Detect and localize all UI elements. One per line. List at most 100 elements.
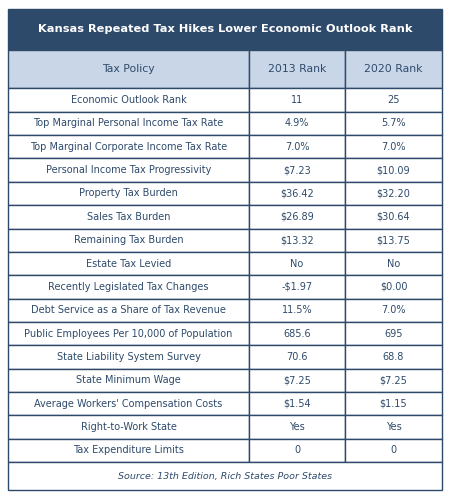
Text: Top Marginal Personal Income Tax Rate: Top Marginal Personal Income Tax Rate — [33, 118, 224, 128]
Text: 5.7%: 5.7% — [381, 118, 406, 128]
Text: Personal Income Tax Progressivity: Personal Income Tax Progressivity — [46, 165, 211, 175]
Text: State Minimum Wage: State Minimum Wage — [76, 375, 181, 385]
Text: Property Tax Burden: Property Tax Burden — [79, 189, 178, 199]
Text: $36.42: $36.42 — [280, 189, 314, 199]
Bar — [345, 439, 442, 462]
Bar — [345, 275, 442, 298]
Bar — [249, 275, 345, 298]
Text: $13.75: $13.75 — [377, 235, 410, 245]
Text: 2013 Rank: 2013 Rank — [268, 64, 326, 74]
Text: 70.6: 70.6 — [286, 352, 308, 362]
Bar — [249, 182, 345, 205]
Text: $7.25: $7.25 — [380, 375, 407, 385]
Bar — [345, 415, 442, 439]
Bar — [249, 50, 345, 88]
Bar — [249, 205, 345, 229]
Bar — [345, 88, 442, 112]
Bar — [345, 298, 442, 322]
Text: $30.64: $30.64 — [377, 212, 410, 222]
Text: Estate Tax Levied: Estate Tax Levied — [86, 258, 171, 268]
Text: $13.32: $13.32 — [280, 235, 314, 245]
Bar — [8, 345, 249, 369]
Text: Tax Policy: Tax Policy — [102, 64, 155, 74]
Text: No: No — [290, 258, 304, 268]
Bar — [249, 88, 345, 112]
Bar — [8, 112, 249, 135]
Bar — [8, 135, 249, 159]
Text: Tax Expenditure Limits: Tax Expenditure Limits — [73, 446, 184, 456]
Text: 0: 0 — [391, 446, 396, 456]
Text: Public Employees Per 10,000 of Population: Public Employees Per 10,000 of Populatio… — [24, 329, 233, 339]
Bar — [249, 439, 345, 462]
Bar — [8, 298, 249, 322]
Bar — [8, 182, 249, 205]
Text: -$1.97: -$1.97 — [281, 282, 313, 292]
Bar — [345, 252, 442, 275]
Text: Remaining Tax Burden: Remaining Tax Burden — [74, 235, 183, 245]
Text: $32.20: $32.20 — [377, 189, 410, 199]
Bar — [249, 298, 345, 322]
Bar — [345, 112, 442, 135]
Text: 0: 0 — [294, 446, 300, 456]
Text: $10.09: $10.09 — [377, 165, 410, 175]
Bar — [249, 415, 345, 439]
Bar — [8, 369, 249, 392]
Bar — [345, 159, 442, 182]
Text: 25: 25 — [387, 95, 400, 105]
Bar — [249, 252, 345, 275]
Text: Economic Outlook Rank: Economic Outlook Rank — [71, 95, 186, 105]
Text: 4.9%: 4.9% — [285, 118, 309, 128]
Text: $7.25: $7.25 — [283, 375, 311, 385]
Bar — [345, 229, 442, 252]
Bar — [249, 392, 345, 415]
Bar — [345, 369, 442, 392]
Bar — [8, 229, 249, 252]
Text: $26.89: $26.89 — [280, 212, 314, 222]
Bar — [345, 135, 442, 159]
Text: 11: 11 — [291, 95, 303, 105]
Text: 68.8: 68.8 — [383, 352, 404, 362]
Bar — [8, 439, 249, 462]
Text: 7.0%: 7.0% — [381, 305, 406, 315]
Bar — [8, 252, 249, 275]
Bar — [345, 182, 442, 205]
Text: Sales Tax Burden: Sales Tax Burden — [87, 212, 170, 222]
Bar — [8, 159, 249, 182]
Bar — [249, 112, 345, 135]
Text: 7.0%: 7.0% — [381, 142, 406, 152]
Bar — [8, 9, 442, 50]
Bar — [345, 392, 442, 415]
Bar — [249, 159, 345, 182]
Bar — [8, 205, 249, 229]
Text: 695: 695 — [384, 329, 403, 339]
Text: $1.54: $1.54 — [283, 399, 311, 409]
Text: Top Marginal Corporate Income Tax Rate: Top Marginal Corporate Income Tax Rate — [30, 142, 227, 152]
Bar — [249, 135, 345, 159]
Bar — [8, 275, 249, 298]
Text: Yes: Yes — [386, 422, 401, 432]
Bar — [249, 369, 345, 392]
Text: Debt Service as a Share of Tax Revenue: Debt Service as a Share of Tax Revenue — [31, 305, 226, 315]
Text: Source: 13th Edition, Rich States Poor States: Source: 13th Edition, Rich States Poor S… — [118, 472, 332, 481]
Text: Right-to-Work State: Right-to-Work State — [81, 422, 176, 432]
Bar — [8, 415, 249, 439]
Text: Average Workers' Compensation Costs: Average Workers' Compensation Costs — [34, 399, 223, 409]
Text: 685.6: 685.6 — [283, 329, 311, 339]
Bar — [8, 88, 249, 112]
Bar — [8, 50, 249, 88]
Bar — [345, 205, 442, 229]
Text: 7.0%: 7.0% — [285, 142, 309, 152]
Bar — [249, 229, 345, 252]
Bar — [345, 322, 442, 345]
Bar — [249, 322, 345, 345]
Text: $7.23: $7.23 — [283, 165, 311, 175]
Text: Yes: Yes — [289, 422, 305, 432]
Text: Recently Legislated Tax Changes: Recently Legislated Tax Changes — [48, 282, 209, 292]
Text: $1.15: $1.15 — [380, 399, 407, 409]
Bar — [8, 322, 249, 345]
Bar — [8, 462, 442, 490]
Bar — [345, 50, 442, 88]
Text: Kansas Repeated Tax Hikes Lower Economic Outlook Rank: Kansas Repeated Tax Hikes Lower Economic… — [38, 24, 412, 34]
Text: No: No — [387, 258, 400, 268]
Text: 11.5%: 11.5% — [282, 305, 312, 315]
